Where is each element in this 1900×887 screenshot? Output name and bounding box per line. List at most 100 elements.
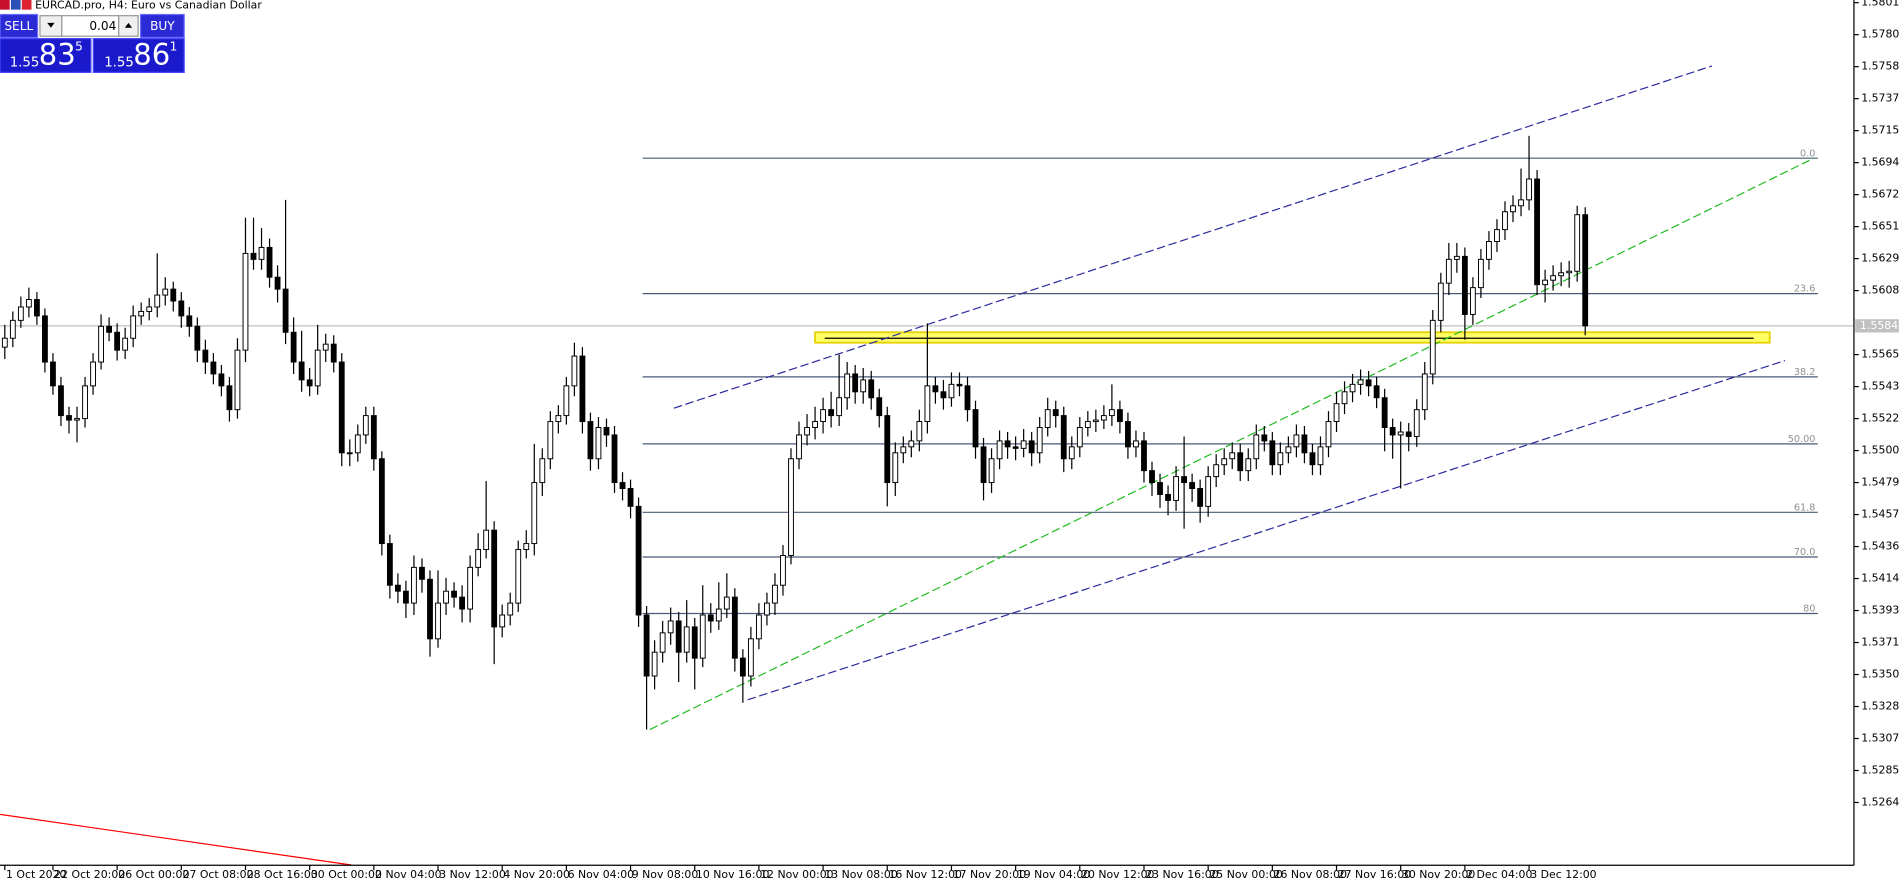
candle-body (1510, 205, 1516, 213)
candle-body (154, 294, 161, 308)
candle-body (475, 549, 482, 568)
candle-body (643, 614, 650, 677)
candle-body (1293, 434, 1300, 448)
candle-body (1012, 446, 1019, 449)
support-zone (814, 331, 1771, 344)
y-tick-label: 1.57370 (1861, 92, 1900, 105)
candle-body (1309, 452, 1316, 466)
candle-body (579, 355, 586, 423)
candle-body (675, 620, 682, 653)
candle-body (1068, 446, 1075, 460)
x-tick-label: 27 Oct 08:00 (183, 868, 254, 881)
candle-body (1229, 452, 1236, 460)
candle-body (515, 549, 522, 604)
candle-body (1453, 255, 1460, 260)
candle-body (1213, 464, 1220, 478)
candle-body (1461, 255, 1468, 315)
candle-body (130, 315, 137, 339)
candle-body (362, 415, 369, 436)
candle-body (162, 288, 169, 296)
candle-body (1028, 440, 1035, 454)
y-tick-label: 1.54575 (1861, 508, 1900, 521)
x-tick-label: 3 Nov 12:00 (439, 868, 506, 881)
candle-body (1502, 211, 1508, 231)
candle-body (282, 288, 289, 333)
x-tick-label: 1 Oct 2020 (6, 868, 67, 881)
candle-body (138, 310, 145, 317)
candle-body (250, 252, 257, 260)
candle-body (427, 578, 433, 640)
candle-body (178, 300, 185, 317)
candle-body (1277, 452, 1284, 466)
candle-body (467, 566, 474, 610)
x-tick-label: 9 Nov 08:00 (632, 868, 699, 881)
candle-body (394, 584, 401, 592)
y-tick-label: 1.56080 (1861, 284, 1900, 297)
last-price-label: 1.55843 (1860, 319, 1900, 332)
candle-body (403, 590, 409, 604)
candle-body (1149, 470, 1155, 484)
candle-body (1582, 214, 1589, 327)
candle-body (1486, 241, 1492, 260)
y-tick-label: 1.54360 (1861, 540, 1900, 553)
y-tick-label: 1.57585 (1861, 60, 1900, 73)
buy-button[interactable] (139, 13, 185, 39)
x-tick-label: 26 Oct 00:00 (118, 868, 189, 881)
y-tick-label: 1.53715 (1861, 636, 1900, 649)
buy-price-box[interactable] (92, 38, 185, 74)
x-tick-label: 3 Dec 12:00 (1530, 868, 1596, 881)
candle-body (908, 440, 915, 448)
candle-body (218, 373, 225, 387)
candle-body (50, 361, 56, 387)
candle-body (788, 458, 794, 556)
x-tick-label: 2 Dec 04:00 (1466, 868, 1532, 881)
candle-body (884, 415, 891, 484)
candle-body (563, 385, 570, 417)
sell-button[interactable] (0, 13, 39, 39)
candle-body (900, 446, 907, 454)
candle-body (9, 319, 16, 339)
candle-body (459, 596, 465, 610)
candle-body (1197, 488, 1204, 507)
candle-body (66, 415, 72, 421)
candle-body (1349, 383, 1356, 393)
candle-body (1413, 409, 1420, 437)
candle-body (314, 349, 321, 387)
candle-body (868, 379, 875, 399)
candle-body (1389, 427, 1396, 436)
candle-body (186, 315, 193, 327)
x-tick-label: 2 Nov 04:00 (375, 868, 442, 881)
x-tick-label: 17 Nov 20:00 (953, 868, 1027, 881)
candle-body (804, 427, 810, 436)
candle-body (940, 391, 947, 399)
candle-body (836, 397, 843, 417)
candle-body (1421, 373, 1428, 411)
sell-price-box[interactable] (0, 38, 92, 74)
candle-body (812, 421, 818, 428)
fibo-label: 80 (1803, 604, 1815, 615)
candle-body (274, 276, 281, 290)
buy-label[interactable]: BUY (150, 19, 175, 33)
candle-body (739, 657, 746, 677)
candle-body (1478, 258, 1484, 289)
candle-body (1397, 431, 1404, 436)
candle-body (651, 651, 658, 677)
candle-body (378, 458, 385, 545)
candle-body (1076, 427, 1083, 448)
candle-body (370, 415, 377, 460)
candle-body (1100, 415, 1107, 421)
sell-label[interactable]: SELL (4, 19, 33, 33)
fibo-label: 0.0 (1800, 148, 1815, 159)
flag-icon (10, 0, 21, 10)
candle-body (1125, 421, 1131, 448)
x-tick-label: 19 Nov 04:00 (1017, 868, 1091, 881)
candle-body (731, 596, 738, 659)
candle-body (411, 566, 417, 604)
lot-value[interactable]: 0.04 (89, 19, 116, 33)
candle-body (98, 325, 104, 363)
candle-body (1494, 229, 1500, 242)
candle-body (547, 421, 554, 460)
candle-body (114, 331, 121, 351)
candle-body (1165, 493, 1171, 501)
